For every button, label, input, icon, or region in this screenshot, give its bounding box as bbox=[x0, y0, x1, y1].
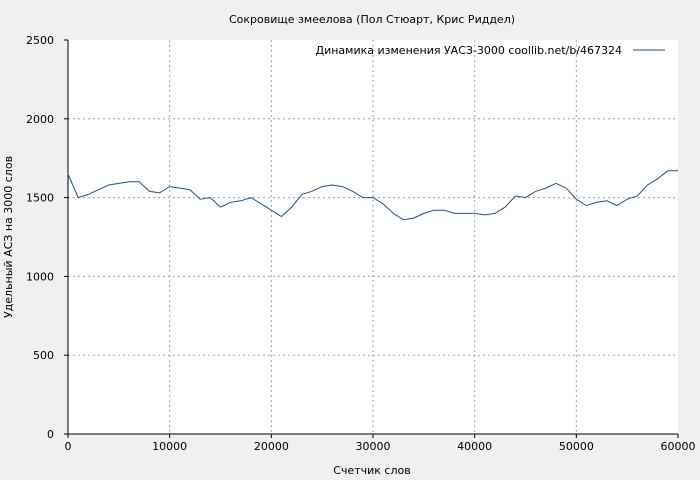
x-tick-label: 60000 bbox=[661, 440, 696, 453]
plot-area: 0 10000 20000 30000 40000 50000 60000 0 500 1000 1… bbox=[26, 34, 696, 453]
y-tick-label: 0 bbox=[47, 428, 54, 441]
x-tick-label: 20000 bbox=[254, 440, 289, 453]
y-tick-label: 2500 bbox=[26, 34, 54, 47]
x-axis-title: Счетчик слов bbox=[333, 464, 410, 477]
legend-label: Динамика изменения УАСЗ-3000 coollib.net… bbox=[316, 44, 623, 57]
y-tick-label: 1500 bbox=[26, 192, 54, 205]
x-tick-label: 30000 bbox=[356, 440, 391, 453]
x-tick-label: 10000 bbox=[152, 440, 187, 453]
y-tick-label: 500 bbox=[33, 349, 54, 362]
x-tick-label: 50000 bbox=[559, 440, 594, 453]
y-tick-label: 2000 bbox=[26, 113, 54, 126]
x-tick-label: 40000 bbox=[457, 440, 492, 453]
y-tick-label: 1000 bbox=[26, 270, 54, 283]
series-line bbox=[67, 170, 678, 221]
y-axis-title: Удельный АСЗ на 3000 слов bbox=[2, 156, 15, 318]
x-tick-label: 0 bbox=[65, 440, 72, 453]
chart-title: Сокровище змеелова (Пол Стюарт, Крис Рид… bbox=[229, 13, 515, 26]
